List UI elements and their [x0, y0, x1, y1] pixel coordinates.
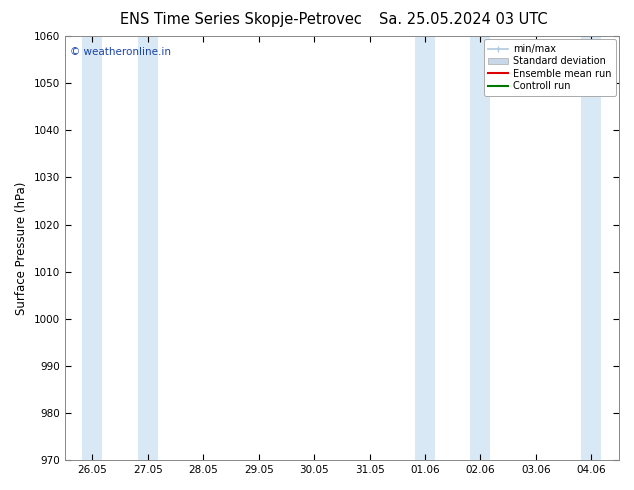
Bar — [82, 36, 102, 460]
Bar — [415, 36, 435, 460]
Bar — [138, 36, 158, 460]
Bar — [470, 36, 490, 460]
Text: Sa. 25.05.2024 03 UTC: Sa. 25.05.2024 03 UTC — [378, 12, 547, 27]
Y-axis label: Surface Pressure (hPa): Surface Pressure (hPa) — [15, 181, 28, 315]
Bar — [581, 36, 601, 460]
Legend: min/max, Standard deviation, Ensemble mean run, Controll run: min/max, Standard deviation, Ensemble me… — [484, 39, 616, 96]
Text: © weatheronline.in: © weatheronline.in — [70, 47, 171, 57]
Text: ENS Time Series Skopje-Petrovec: ENS Time Series Skopje-Petrovec — [120, 12, 362, 27]
